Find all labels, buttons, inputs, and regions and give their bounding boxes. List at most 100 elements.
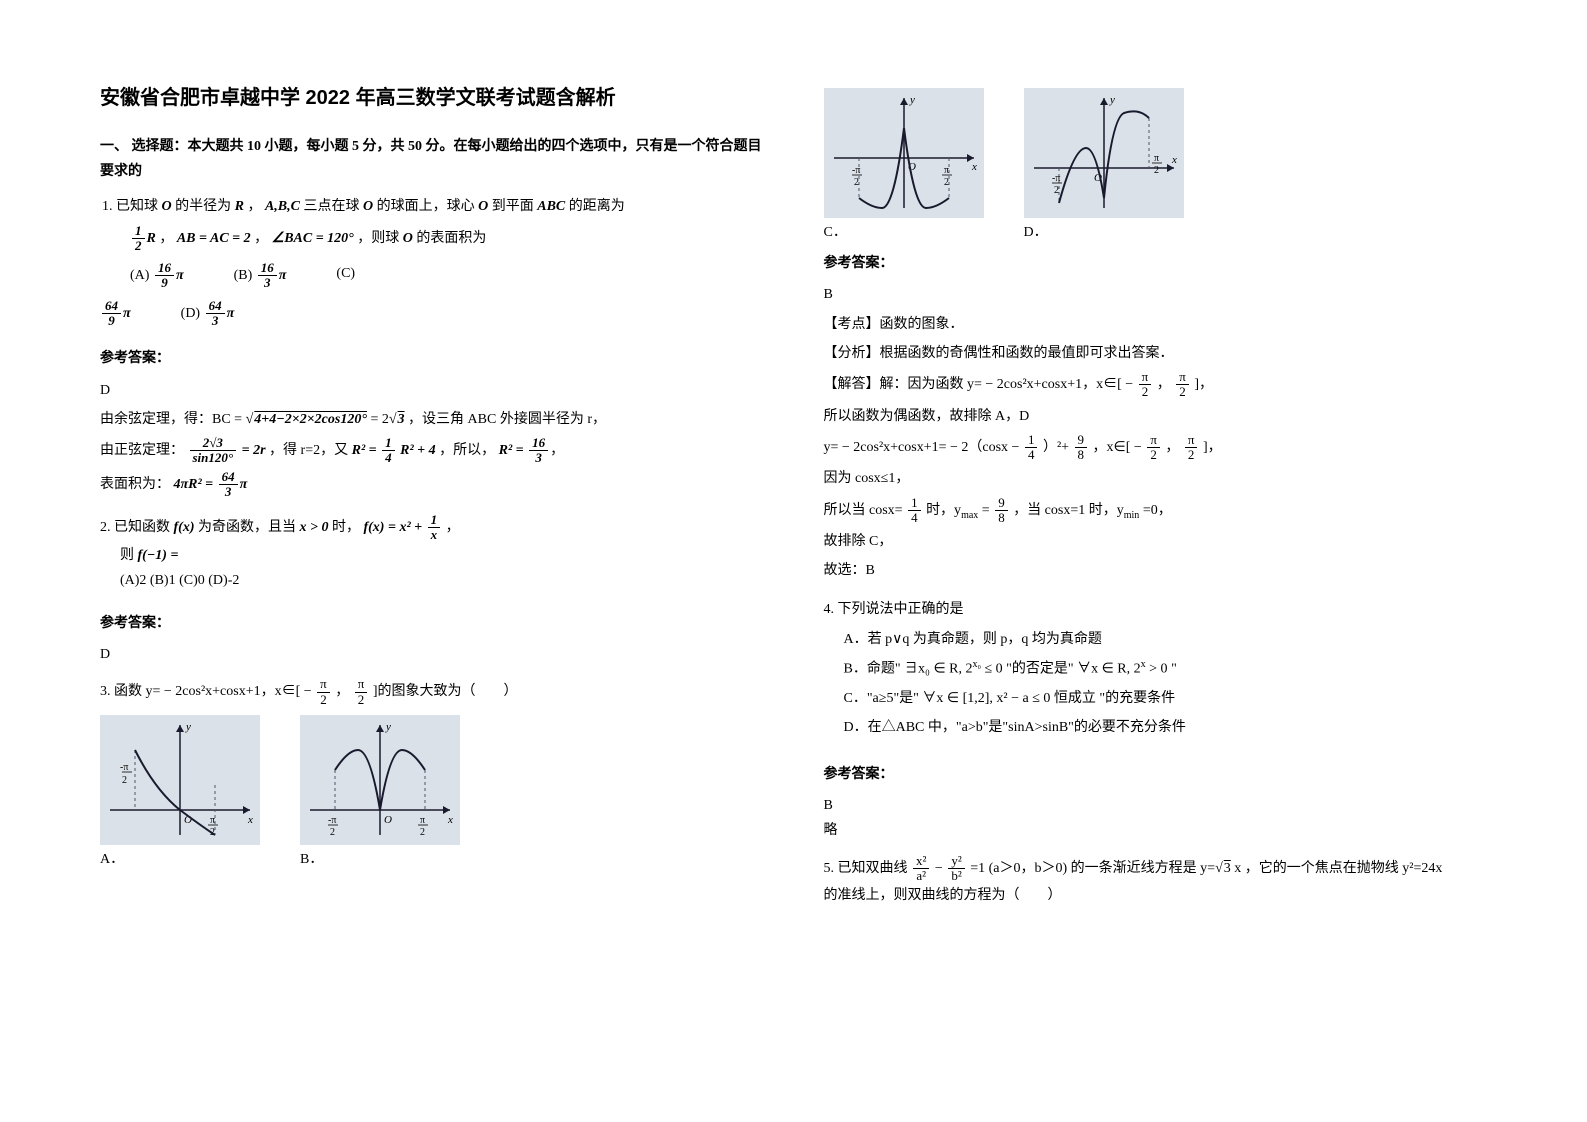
t: ，x∈[ − xyxy=(1093,440,1142,455)
svg-text:π: π xyxy=(1154,153,1159,164)
t: 到平面 xyxy=(492,199,534,214)
question-3: 3. 函数 y= − 2cos²x+cosx+1，x∈[ − π2 ， π2 ]… xyxy=(100,677,764,872)
answer-label: 参考答案： xyxy=(824,762,1488,787)
n: π xyxy=(1176,370,1189,385)
sol-line1: 由余弦定理，得：BC = √4+4−2×2×2cos120° = 2√3 ，设三… xyxy=(100,407,764,432)
n: 64 xyxy=(206,299,225,314)
l: (C) xyxy=(336,266,355,281)
f: y²b² xyxy=(948,854,964,884)
t: " xyxy=(1171,662,1177,677)
label-a: A． xyxy=(100,847,260,872)
eq: ∠BAC = 120° xyxy=(272,231,354,246)
n: 1 xyxy=(428,513,441,528)
n: π xyxy=(1185,433,1198,448)
l7: 所以当 cosx= 14 时，ymax = 98 ，当 cosx=1 时，ymi… xyxy=(824,496,1488,526)
t: ， xyxy=(1157,377,1171,392)
svg-text:π: π xyxy=(420,815,425,826)
t: ]， xyxy=(1203,440,1222,455)
t: "的否定是" xyxy=(1006,662,1073,677)
l2: 【分析】根据函数的奇偶性和函数的最值即可求出答案． xyxy=(824,341,1488,366)
letter: B xyxy=(824,793,1488,818)
t: 的球面上，球心 xyxy=(377,199,475,214)
eq: R² = xyxy=(352,443,381,458)
frac: π2 xyxy=(355,677,368,707)
d: 3 xyxy=(219,485,238,499)
svg-text:2: 2 xyxy=(944,177,949,188)
q3-graphs-row2: x y O -π 2 π 2 C． x xyxy=(824,88,1488,245)
t: ，它的一个焦点在抛物线 y²=24x xyxy=(1245,861,1443,876)
s: 3 xyxy=(1223,861,1231,876)
t: y= − 2cos²x+cosx+1= − 2（cosx − xyxy=(824,440,1020,455)
t: ，得 r=2，又 xyxy=(269,443,348,458)
svg-text:x: x xyxy=(1171,154,1177,166)
t: = 2 xyxy=(370,412,388,427)
sym-R: R xyxy=(147,231,156,246)
d: sin120° xyxy=(190,451,237,465)
d: 3 xyxy=(529,451,548,465)
question-2: 2. 已知函数 f(x) 为奇函数，且当 x > 0 时， f(x) = x² … xyxy=(100,513,764,593)
eq: R² + 4 xyxy=(400,443,436,458)
f: 14 xyxy=(1025,433,1038,463)
t: ， xyxy=(247,199,261,214)
fx: f(x) xyxy=(174,520,195,535)
svg-text:y: y xyxy=(909,94,915,106)
d: 2 xyxy=(1176,385,1189,399)
letter: D xyxy=(100,378,764,403)
t: 由正弦定理： xyxy=(100,443,184,458)
t: 5. 已知双曲线 xyxy=(824,861,908,876)
label-d: D． xyxy=(1024,220,1184,245)
svg-text:y: y xyxy=(385,721,391,733)
n: π xyxy=(355,677,368,692)
fx: f(−1) = xyxy=(138,548,179,563)
q5-line2: 的准线上，则双曲线的方程为（ ） xyxy=(824,883,1488,908)
eq: 4πR² = xyxy=(174,477,217,492)
q4-B: B．命题" ∃x₀ ∈ R, 2x₀ ≤ 0 "的否定是" ∀x ∈ R, 2x… xyxy=(844,656,1488,682)
svg-text:2: 2 xyxy=(122,775,127,786)
sym-O: O xyxy=(363,199,373,214)
t: 所以当 cosx= xyxy=(824,503,903,518)
graph-c-svg: x y O -π 2 π 2 xyxy=(824,88,984,218)
e: x₀ xyxy=(972,659,981,670)
eq: f(x) = x² + xyxy=(363,520,425,535)
d: 9 xyxy=(102,314,121,328)
svg-text:2: 2 xyxy=(1054,185,1059,196)
q4-stem: 4. 下列说法中正确的是 xyxy=(824,597,1488,622)
label-c: C． xyxy=(824,220,984,245)
sqrt: 4+4−2×2×2cos120° xyxy=(253,412,367,427)
sym-R: R xyxy=(235,199,244,214)
sol-line2: 由正弦定理： 2√3 sin120° = 2r ，得 r=2，又 R² = 1 … xyxy=(100,436,764,466)
d: x xyxy=(428,528,441,542)
eq: R² = xyxy=(499,443,528,458)
f: 98 xyxy=(1075,433,1088,463)
frac: π2 xyxy=(317,677,330,707)
n: 64 xyxy=(102,299,121,314)
t: 表面积为： xyxy=(100,477,170,492)
q4-D: D．在△ABC 中，"a>b"是"sinA>sinB"的必要不充分条件 xyxy=(844,715,1488,740)
svg-text:-π: -π xyxy=(120,762,128,773)
frac: 64 3 xyxy=(206,299,225,329)
q3-stem: 3. 函数 y= − 2cos²x+cosx+1，x∈[ − π2 ， π2 ]… xyxy=(100,677,764,707)
n: 1 xyxy=(382,436,395,451)
t: 恒成立 "的充要条件 xyxy=(1054,691,1175,706)
eq: AB = AC = 2 xyxy=(177,231,251,246)
d: 4 xyxy=(382,451,395,465)
graph-c: x y O -π 2 π 2 C． xyxy=(824,88,984,245)
f: π2 xyxy=(1185,433,1198,463)
num: 1 xyxy=(132,224,145,239)
n: π xyxy=(1147,433,1160,448)
t: ∃x₀ ∈ R, 2 xyxy=(904,662,972,677)
l1: 【考点】函数的图象． xyxy=(824,312,1488,337)
t: 时， xyxy=(332,520,360,535)
t: 的一条渐近线方程是 xyxy=(1071,861,1197,876)
q1-line2: 1 2 R ， AB = AC = 2 ， ∠BAC = 120° ，则球 O … xyxy=(130,224,764,254)
t: 1. 已知球 xyxy=(102,199,158,214)
pi: π xyxy=(176,268,184,283)
label-b: B． xyxy=(300,847,460,872)
q4-C: C．"a≥5"是" ∀x ∈ [1,2], x² − a ≤ 0 恒成立 "的充… xyxy=(844,686,1488,711)
n: 16 xyxy=(258,261,277,276)
f: 98 xyxy=(995,496,1008,526)
d: 2 xyxy=(1147,448,1160,462)
svg-text:O: O xyxy=(384,814,392,826)
n: 1 xyxy=(908,496,921,511)
frac-half: 1 2 xyxy=(132,224,145,254)
